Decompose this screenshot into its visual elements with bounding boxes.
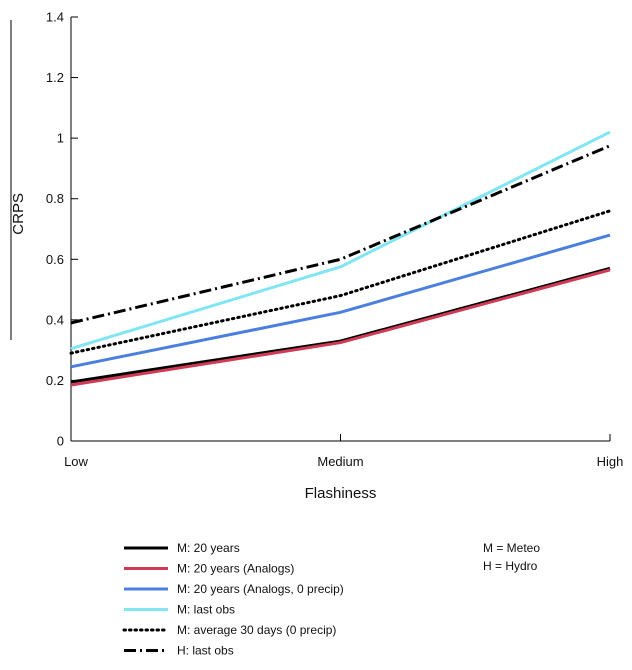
legend-note: M = Meteo — [483, 541, 540, 555]
y-tick-label: 1.4 — [46, 10, 64, 25]
y-tick-label: 0.6 — [46, 252, 64, 267]
series-line-5 — [70, 144, 611, 325]
legend-label: M: last obs — [177, 603, 235, 617]
y-tick-label: 0.4 — [46, 312, 64, 327]
y-axis-label: CRPS — [10, 193, 27, 235]
series-line-3 — [70, 130, 611, 351]
legend: M: 20 years M: 20 years (Analogs) M: 20 ye… — [122, 541, 344, 658]
x-tick-label: High — [597, 454, 624, 469]
legend-label: M: 20 years (Analogs, 0 precip) — [177, 582, 344, 596]
series-line-4 — [69, 209, 612, 355]
y-tick-label: 1 — [57, 131, 64, 146]
series-line-1 — [70, 268, 611, 387]
y-tick-label: 1.2 — [46, 70, 64, 85]
legend-label: H: last obs — [177, 644, 234, 658]
y-tick-label: 0.8 — [46, 191, 64, 206]
legend-notes: M = Meteo H = Hydro — [483, 541, 540, 573]
legend-label: M: 20 years — [177, 541, 240, 555]
y-tick-label: 0 — [57, 434, 64, 449]
y-tick-label: 0.2 — [46, 373, 64, 388]
axes: 0 0.2 0.4 0.6 0.8 1 1.2 1.4 Low Medium High Flashin… — [10, 10, 623, 503]
series-line-2 — [70, 233, 611, 369]
y-axis-label-group: CRPS — [10, 193, 27, 235]
x-tick-label: Low — [64, 454, 88, 469]
x-axis-label: Flashiness — [305, 485, 377, 502]
legend-note: H = Hydro — [483, 559, 538, 573]
series-lines — [69, 130, 612, 387]
legend-label: M: 20 years (Analogs) — [177, 562, 294, 576]
legend-label: M: average 30 days (0 precip) — [177, 623, 336, 637]
x-tick-label: Medium — [317, 454, 363, 469]
